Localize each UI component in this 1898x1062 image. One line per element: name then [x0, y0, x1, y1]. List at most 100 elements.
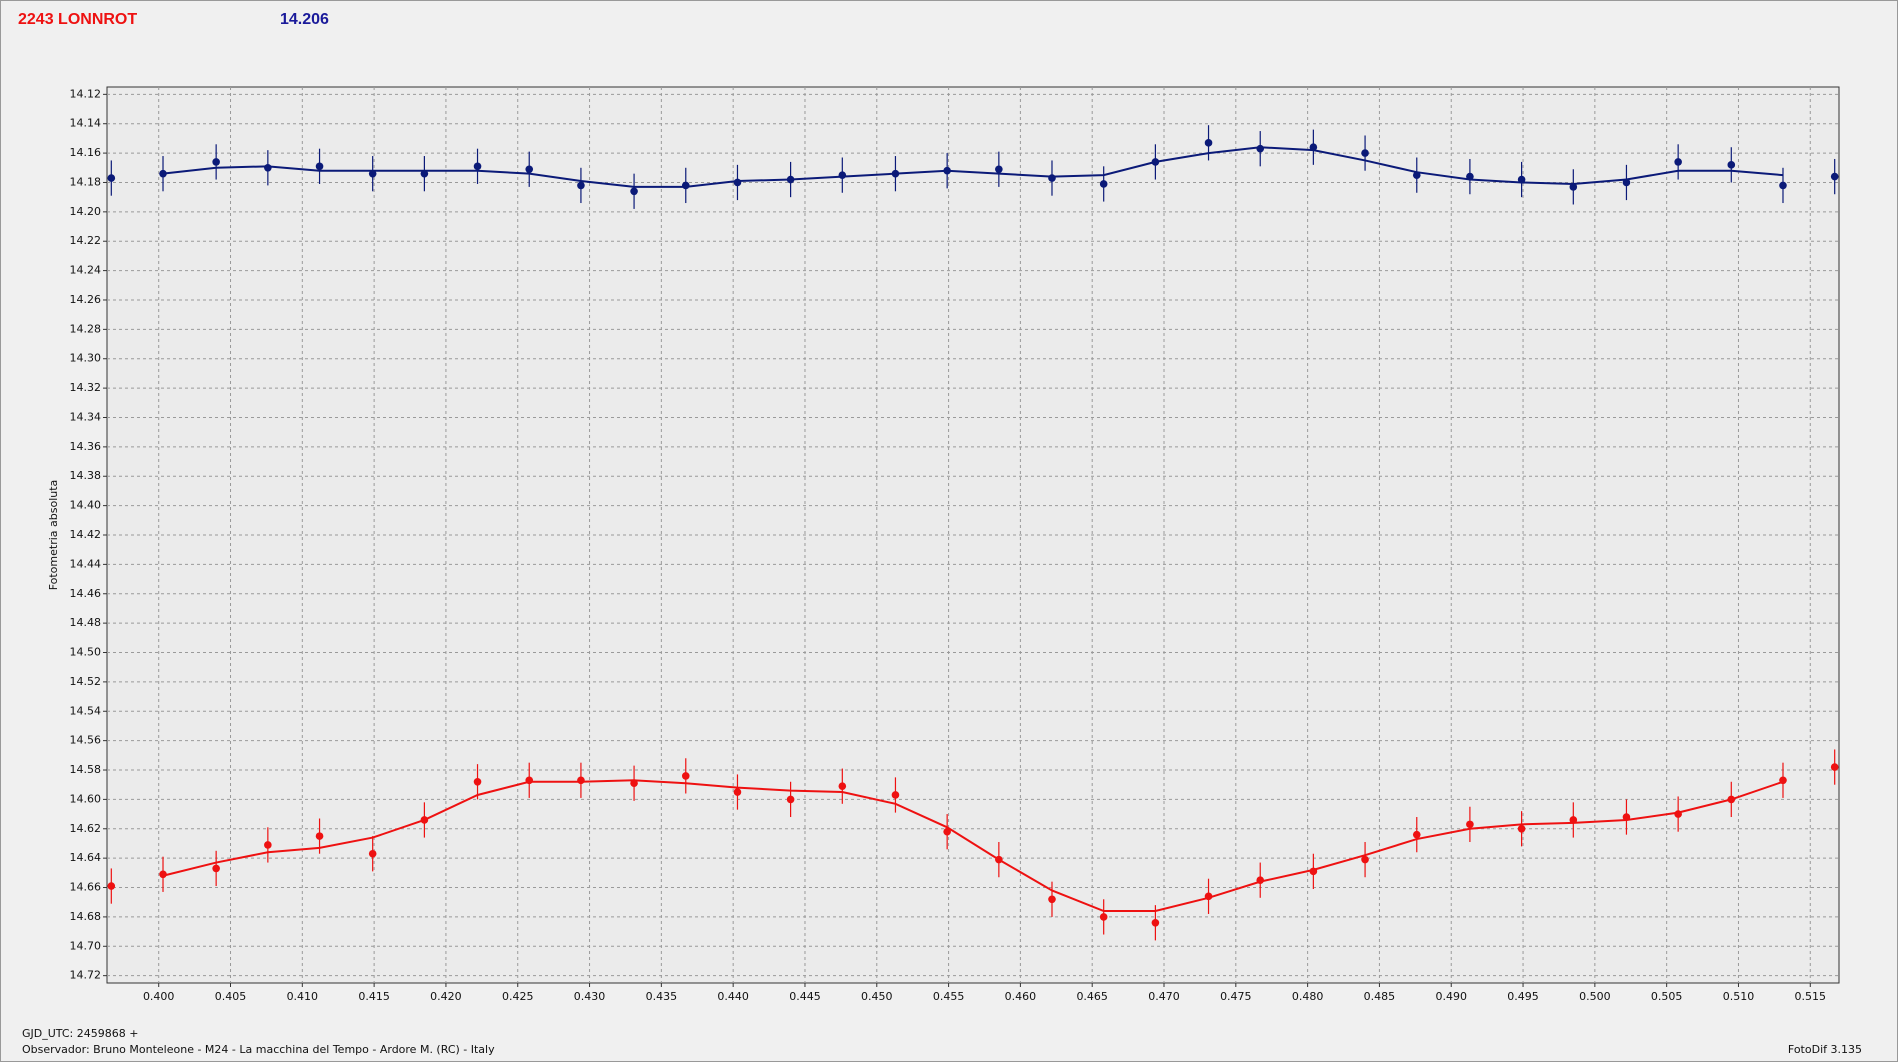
data-point: [733, 178, 742, 187]
data-point: [1099, 180, 1108, 188]
data-point: [525, 776, 534, 785]
x-tick-label: 0.510: [1723, 990, 1755, 1003]
x-tick-label: 0.495: [1507, 990, 1539, 1003]
y-tick-label: 14.26: [70, 293, 102, 306]
x-tick-label: 0.485: [1364, 990, 1396, 1003]
y-tick-label: 14.58: [70, 763, 102, 776]
data-point: [1674, 810, 1682, 818]
x-tick-label: 0.425: [502, 990, 534, 1003]
x-tick-label: 0.455: [933, 990, 965, 1003]
data-point: [577, 776, 585, 785]
data-point: [786, 175, 795, 184]
data-point: [891, 169, 900, 178]
data-point: [1622, 178, 1631, 187]
y-tick-label: 14.34: [70, 410, 102, 423]
data-point: [891, 791, 900, 799]
data-point: [1151, 158, 1160, 166]
data-point: [1151, 918, 1160, 927]
data-point: [159, 169, 167, 178]
data-point: [681, 772, 690, 780]
fit-line: [162, 146, 1784, 188]
data-point: [212, 864, 220, 873]
data-point: [1412, 830, 1421, 839]
y-tick-label: 14.40: [70, 499, 102, 512]
x-tick-label: 0.500: [1579, 990, 1611, 1003]
y-tick-label: 14.66: [70, 881, 102, 894]
y-tick-label: 14.32: [70, 381, 102, 394]
x-tick-label: 0.515: [1795, 990, 1827, 1003]
data-point: [995, 165, 1003, 174]
observer: Observador: Bruno Monteleone - M24 - La …: [22, 1043, 495, 1056]
star-name: 2243 LONNROT: [18, 11, 137, 28]
y-tick-label: 14.16: [70, 146, 102, 159]
data-point: [1361, 149, 1369, 157]
y-tick-label: 14.28: [70, 322, 102, 335]
data-point: [733, 788, 742, 796]
x-tick-label: 0.400: [143, 990, 175, 1003]
y-tick-label: 14.54: [70, 704, 102, 717]
data-point: [1830, 763, 1839, 771]
data-point: [630, 187, 638, 196]
data-point: [838, 782, 847, 790]
data-point: [1569, 816, 1578, 824]
x-tick-label: 0.460: [1005, 990, 1037, 1003]
y-tick-label: 14.46: [70, 587, 102, 600]
y-tick-label: 14.18: [70, 175, 102, 188]
x-tick-label: 0.415: [358, 990, 390, 1003]
data-point: [107, 174, 116, 182]
data-point: [525, 165, 534, 174]
y-tick-label: 14.14: [70, 117, 102, 130]
x-tick-label: 0.470: [1148, 990, 1180, 1003]
y-tick-label: 14.20: [70, 205, 102, 218]
magnitude: 14.206: [280, 11, 329, 28]
y-tick-label: 14.60: [70, 792, 102, 805]
data-point: [107, 882, 116, 890]
data-point: [264, 841, 272, 849]
data-point: [315, 832, 324, 840]
data-point: [1569, 183, 1578, 191]
data-point: [1727, 161, 1736, 169]
data-point: [315, 162, 324, 171]
x-tick-label: 0.440: [717, 990, 749, 1003]
data-point: [1048, 895, 1056, 904]
data-point: [473, 162, 482, 171]
y-tick-label: 14.42: [70, 528, 102, 541]
y-tick-label: 14.22: [70, 234, 102, 247]
x-tick-label: 0.445: [789, 990, 821, 1003]
x-tick-label: 0.410: [287, 990, 319, 1003]
fit-line: [162, 779, 1784, 913]
y-tick-label: 14.48: [70, 616, 102, 629]
y-tick-label: 14.62: [70, 822, 102, 835]
data-point: [1466, 172, 1474, 181]
data-point: [1466, 820, 1474, 829]
data-point: [995, 855, 1003, 864]
data-point: [1309, 143, 1318, 152]
data-point: [1204, 892, 1213, 901]
data-point: [212, 158, 220, 166]
x-tick-label: 0.405: [215, 990, 247, 1003]
x-tick-label: 0.480: [1292, 990, 1324, 1003]
data-point: [1517, 824, 1526, 833]
y-tick-label: 14.64: [70, 851, 102, 864]
data-point: [943, 827, 951, 836]
y-tick-label: 14.52: [70, 675, 102, 688]
x-tick-label: 0.505: [1651, 990, 1683, 1003]
data-point: [1256, 876, 1265, 884]
y-tick-label: 14.44: [70, 557, 102, 570]
data-point: [1830, 172, 1839, 181]
y-tick-label: 14.56: [70, 734, 102, 747]
data-point: [1099, 913, 1108, 921]
data-point: [681, 181, 690, 190]
data-point: [1517, 175, 1526, 184]
data-point: [1361, 855, 1369, 864]
x-tick-label: 0.420: [430, 990, 462, 1003]
y-tick-label: 14.38: [70, 469, 102, 482]
data-point: [420, 169, 429, 178]
data-point: [943, 166, 951, 175]
y-tick-label: 14.24: [70, 264, 102, 277]
data-point: [786, 795, 795, 804]
data-point: [630, 779, 638, 788]
y-axis-label: Fotometria absoluta: [47, 480, 60, 591]
y-tick-label: 14.72: [70, 969, 102, 982]
